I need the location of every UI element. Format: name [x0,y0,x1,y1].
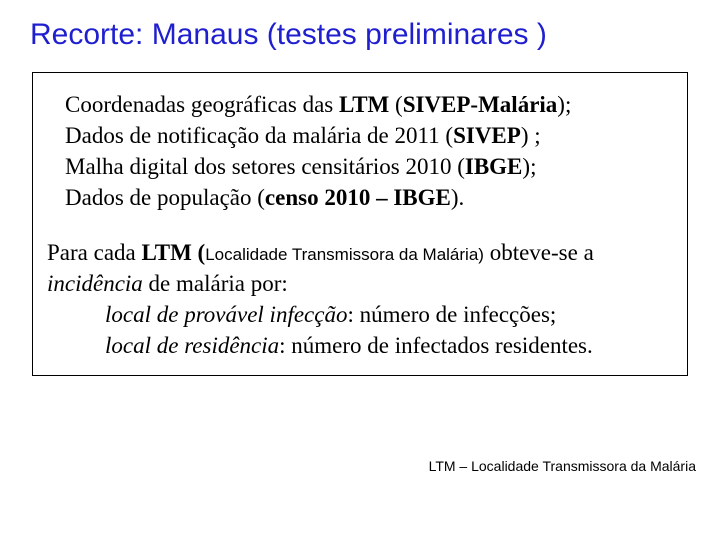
text: de malária por: [143,271,288,296]
text: Dados de população ( [65,185,265,210]
text: Malha digital dos setores censitários 20… [65,154,465,179]
local-infeccao-term: local de provável infecção [105,302,347,327]
incidence-type-row: local de provável infecção: número de in… [105,299,673,330]
text: ) ; [521,123,541,148]
ltm-expansion: Localidade Transmissora da Malária) [205,245,484,264]
text: ); [522,154,536,179]
slide: Recorte: Manaus (testes preliminares ) C… [0,0,720,540]
text: ). [451,185,464,210]
incidence-type-row: local de residência: número de infectado… [105,330,673,361]
local-residencia-term: local de residência [105,333,279,358]
text: ); [557,92,571,117]
data-source-row: Dados de população (censo 2010 – IBGE). [65,182,673,213]
text: Para cada [47,240,142,265]
incidence-paragraph: Para cada LTM (Localidade Transmissora d… [47,237,673,299]
slide-title: Recorte: Manaus (testes preliminares ) [30,18,690,52]
data-source-row: Dados de notificação da malária de 2011 … [65,120,673,151]
data-sources-block: Coordenadas geográficas das LTM (SIVEP-M… [65,89,673,213]
text: : número de infectados residentes. [279,333,593,358]
ibge-label: IBGE [465,154,523,179]
content-box: Coordenadas geográficas das LTM (SIVEP-M… [32,72,688,376]
text: : número de infecções; [347,302,556,327]
sivep-label: SIVEP [453,123,521,148]
data-source-row: Coordenadas geográficas das LTM (SIVEP-M… [65,89,673,120]
censo-ibge-label: censo 2010 – IBGE [265,185,451,210]
text: ( [389,92,402,117]
ltm-footnote: LTM – Localidade Transmissora da Malária [429,458,696,474]
data-source-row: Malha digital dos setores censitários 20… [65,151,673,182]
ltm-abbrev: LTM ( [142,240,206,265]
ltm-abbrev: LTM [339,92,389,117]
incidencia-term: incidência [47,271,143,296]
incidence-types-block: local de provável infecção: número de in… [105,299,673,361]
sivep-malaria-label: SIVEP-Malária [403,92,558,117]
text: Dados de notificação da malária de 2011 … [65,123,453,148]
text: obteve-se a [484,240,594,265]
text: Coordenadas geográficas das [65,92,339,117]
